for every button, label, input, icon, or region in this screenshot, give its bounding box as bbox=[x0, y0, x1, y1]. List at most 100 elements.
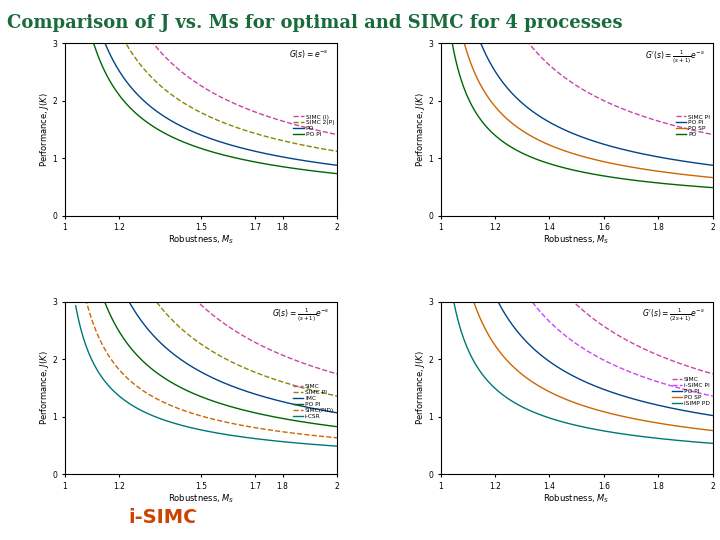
PO bbox=[607, 174, 616, 180]
IMC bbox=[292, 402, 300, 408]
Y-axis label: Performance, $J(K)$: Performance, $J(K)$ bbox=[38, 350, 51, 425]
i-SIMC PI bbox=[447, 299, 456, 305]
Y-axis label: Performance, $J(K)$: Performance, $J(K)$ bbox=[413, 350, 427, 425]
Line: SIMC: SIMC bbox=[76, 302, 337, 374]
PO SP bbox=[602, 159, 611, 165]
i-SIMC PI bbox=[602, 358, 611, 365]
PO SP bbox=[667, 422, 676, 428]
SIMC(PID) bbox=[308, 432, 317, 438]
Line: PO PI: PO PI bbox=[451, 43, 713, 165]
SIMC PI bbox=[231, 361, 240, 367]
IMC bbox=[226, 382, 235, 389]
SIMC PI bbox=[227, 359, 235, 365]
PO PI bbox=[333, 171, 341, 177]
SIMC bbox=[333, 370, 341, 377]
X-axis label: Robustness, $M_S$: Robustness, $M_S$ bbox=[168, 492, 234, 505]
PO PI bbox=[72, 40, 81, 46]
PO PI bbox=[684, 408, 693, 415]
IMC bbox=[333, 409, 341, 416]
i-CSR bbox=[72, 307, 81, 314]
Text: is generally better than IMC & SP!: is generally better than IMC & SP! bbox=[193, 508, 569, 528]
PO SP bbox=[607, 410, 616, 417]
SIMC 2(P) bbox=[72, 40, 81, 46]
SIMC PI bbox=[292, 383, 300, 389]
SIMC(PID) bbox=[71, 299, 80, 305]
SIMC 2(P) bbox=[227, 123, 235, 129]
PO PI bbox=[448, 299, 456, 305]
X-axis label: Robustness, $M_S$: Robustness, $M_S$ bbox=[544, 234, 610, 246]
SIMC bbox=[226, 325, 235, 331]
PO PI bbox=[72, 299, 81, 305]
SIMC PI bbox=[684, 126, 693, 132]
PO bbox=[448, 40, 456, 46]
Legend: SIMC PI, PO PI, PO SP, PO: SIMC PI, PO PI, PO SP, PO bbox=[675, 114, 710, 137]
Line: PO: PO bbox=[76, 43, 337, 165]
SIMC PI bbox=[607, 101, 616, 107]
iSIMP PD bbox=[447, 299, 456, 305]
Text: $G(s)=\frac{1}{(s+1)}e^{-s}$: $G(s)=\frac{1}{(s+1)}e^{-s}$ bbox=[271, 307, 329, 325]
SIMC PI bbox=[667, 122, 676, 128]
Text: CONCLUSION:: CONCLUSION: bbox=[9, 508, 159, 528]
i-SIMC PI bbox=[667, 383, 676, 389]
IMC bbox=[72, 299, 81, 305]
SIMC bbox=[603, 325, 611, 332]
PO PI bbox=[292, 417, 300, 424]
Y-axis label: Performance, $J(K)$: Performance, $J(K)$ bbox=[38, 92, 51, 167]
Line: IMC: IMC bbox=[76, 302, 337, 413]
SIMC(PID) bbox=[226, 420, 235, 427]
SIMC (I) bbox=[72, 40, 81, 46]
Legend: SIMC, SIMC PI, IMC, PO PI, SIMC(PID), i-CSR: SIMC, SIMC PI, IMC, PO PI, SIMC(PID), i-… bbox=[292, 384, 334, 419]
PO SP bbox=[667, 170, 676, 176]
iSIMP PD bbox=[603, 428, 611, 435]
Text: $G(s)=e^{-s}$: $G(s)=e^{-s}$ bbox=[289, 49, 329, 60]
SIMC PI bbox=[71, 299, 80, 305]
X-axis label: Robustness, $M_S$: Robustness, $M_S$ bbox=[544, 492, 610, 505]
SIMC PI bbox=[708, 131, 717, 138]
SIMC 2(P) bbox=[308, 144, 317, 150]
iSIMP PD bbox=[602, 428, 611, 435]
PO SP bbox=[448, 299, 456, 305]
Line: iSIMP PD: iSIMP PD bbox=[451, 302, 713, 443]
PO PI bbox=[447, 299, 456, 305]
PO PI bbox=[333, 423, 341, 430]
PO bbox=[603, 173, 611, 180]
iSIMP PD bbox=[667, 436, 676, 443]
SIMC(PID) bbox=[292, 430, 300, 437]
Line: SIMC 2(P): SIMC 2(P) bbox=[76, 43, 337, 151]
Line: i-SIMC PI: i-SIMC PI bbox=[451, 302, 713, 396]
PO PI bbox=[603, 142, 611, 149]
iSIMP PD bbox=[708, 440, 717, 447]
iSIMP PD bbox=[607, 429, 616, 435]
PO SP bbox=[603, 159, 611, 166]
PO PI bbox=[607, 389, 616, 395]
SIMC (I) bbox=[292, 122, 300, 128]
iSIMP PD bbox=[448, 299, 456, 305]
PO PI bbox=[447, 40, 456, 46]
PO bbox=[667, 181, 676, 187]
PO PI bbox=[708, 162, 717, 168]
SIMC (I) bbox=[71, 40, 80, 46]
PO bbox=[708, 184, 717, 191]
SIMC(PID) bbox=[227, 420, 235, 427]
PO PI bbox=[448, 40, 456, 46]
PO bbox=[71, 40, 80, 46]
i-CSR bbox=[292, 440, 300, 446]
i-CSR bbox=[308, 441, 317, 448]
PO SP bbox=[708, 427, 717, 434]
SIMC bbox=[71, 299, 80, 305]
PO SP bbox=[708, 174, 717, 181]
PO PI bbox=[667, 405, 676, 411]
Y-axis label: Performance, $J(K)$: Performance, $J(K)$ bbox=[413, 92, 427, 167]
i-CSR bbox=[71, 302, 80, 309]
PO PI bbox=[71, 40, 80, 46]
SIMC 2(P) bbox=[333, 148, 341, 154]
PO bbox=[684, 183, 693, 189]
Line: PO PI: PO PI bbox=[451, 302, 713, 416]
PO bbox=[227, 142, 235, 149]
SIMC bbox=[602, 325, 611, 331]
SIMC bbox=[708, 370, 717, 377]
PO bbox=[308, 159, 317, 165]
Line: SIMC (I): SIMC (I) bbox=[76, 43, 337, 134]
i-CSR bbox=[227, 432, 235, 438]
PO PI bbox=[603, 387, 611, 394]
